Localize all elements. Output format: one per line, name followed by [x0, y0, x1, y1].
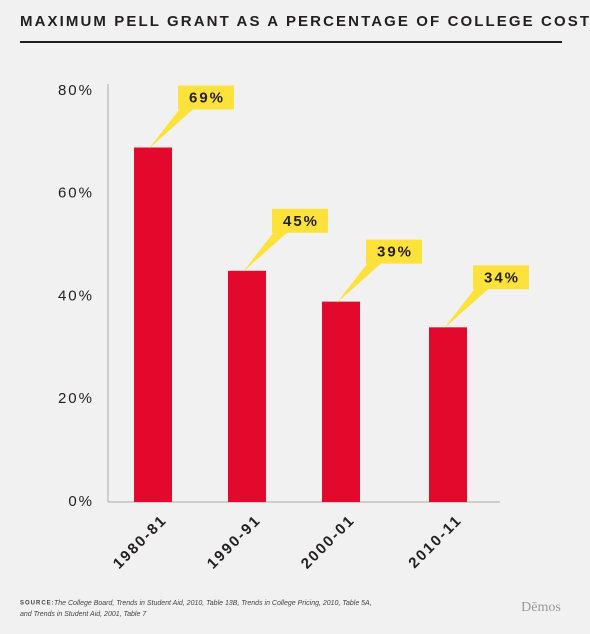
callout-pointer [444, 288, 489, 329]
source-label: SOURCE: [20, 601, 55, 607]
y-tick-label: 60% [58, 185, 94, 202]
bar [228, 270, 266, 502]
bar [134, 147, 172, 502]
y-tick-label: 20% [58, 390, 94, 407]
x-tick-label: 1980-81 [110, 512, 171, 573]
callout-pointer [149, 108, 194, 149]
callout-box [272, 208, 328, 233]
bar [322, 301, 360, 502]
chart-title: MAXIMUM PELL GRANT AS A PERCENTAGE OF CO… [20, 13, 590, 30]
bar [429, 327, 467, 502]
source-text: and Trends in Student Aid, 2001, Table 7 [20, 611, 147, 618]
y-tick-label: 80% [58, 82, 94, 99]
source-text: The College Board, Trends in Student Aid… [54, 600, 372, 607]
x-tick-label: 1990-91 [204, 512, 265, 573]
callout-box [178, 85, 234, 110]
brand: Dēmos [521, 600, 561, 615]
value-label: 39% [377, 244, 413, 261]
y-tick-label: 0% [68, 493, 94, 510]
callout-pointer [337, 262, 382, 303]
x-tick-label: 2010-11 [405, 512, 465, 572]
value-label: 69% [189, 89, 225, 106]
callout-pointer [243, 231, 288, 272]
y-tick-label: 40% [58, 287, 94, 304]
callout-box [366, 239, 422, 264]
value-label: 34% [484, 269, 520, 286]
x-tick-label: 2000-01 [298, 512, 359, 573]
value-label: 45% [283, 213, 319, 230]
callout-box [473, 265, 529, 290]
